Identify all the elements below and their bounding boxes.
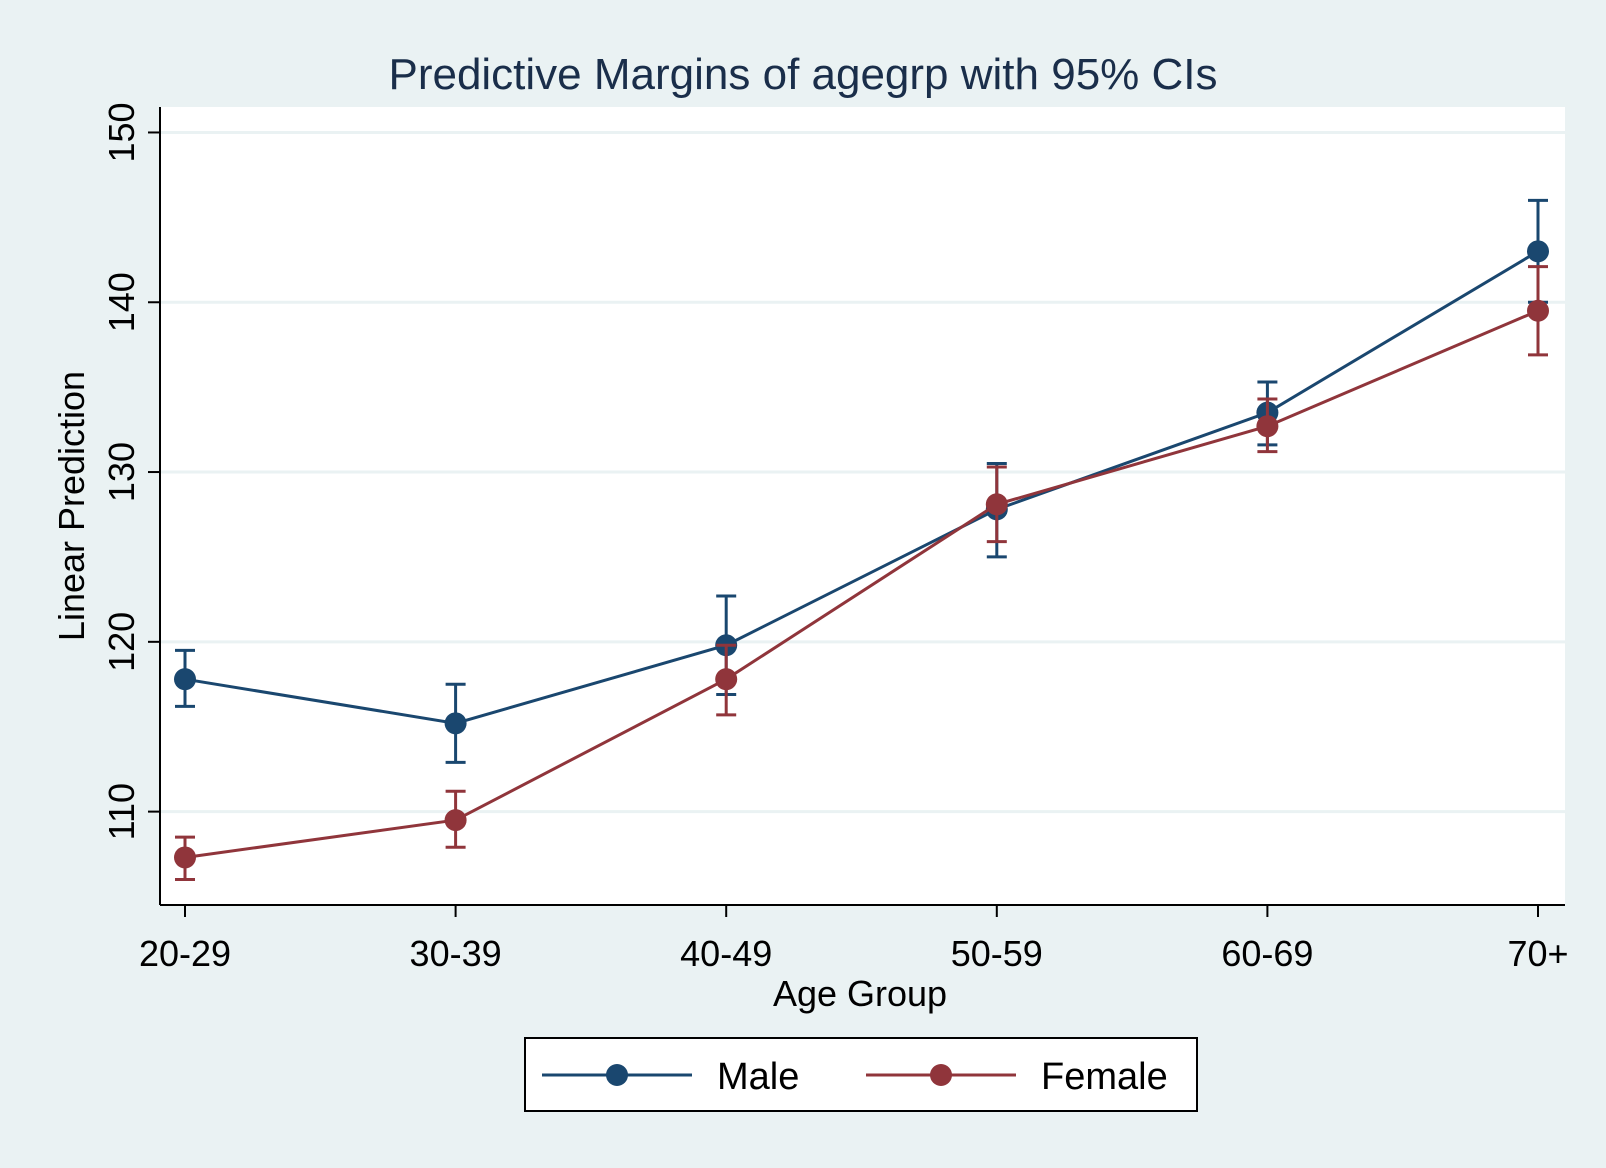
x-axis-label: Age Group [773, 973, 947, 1014]
y-tick-label-120: 120 [101, 612, 142, 672]
x-tick-label-40-49: 40-49 [680, 933, 772, 974]
legend: Male Female [524, 1037, 1198, 1112]
female-point-70+ [1527, 299, 1549, 322]
male-point-70+ [1527, 240, 1549, 263]
legend-male-marker [606, 1064, 628, 1086]
grid-lines [160, 130, 1565, 814]
x-tick-label-50-59: 50-59 [951, 933, 1043, 974]
legend-female-label: Female [1041, 1056, 1168, 1098]
x-tick-label-70+: 70+ [1507, 933, 1568, 974]
y-axis-label: Linear Prediction [51, 371, 92, 641]
y-tick-label-130: 130 [101, 442, 142, 502]
female-point-40-49 [715, 668, 738, 691]
female-point-20-29 [174, 846, 196, 869]
plot-area [160, 107, 1565, 905]
series-female [174, 265, 1549, 882]
series-group [174, 198, 1549, 882]
male-point-30-39 [444, 712, 467, 735]
legend-male-label: Male [717, 1056, 799, 1098]
chart-title: Predictive Margins of agegrp with 95% CI… [388, 50, 1217, 99]
y-tick-label-110: 110 [101, 783, 142, 840]
male-point-20-29 [174, 668, 196, 691]
legend-female-marker [930, 1064, 952, 1086]
y-tick-label-150: 150 [101, 102, 142, 162]
x-tick-label-20-29: 20-29 [139, 933, 231, 974]
x-tick-label-60-69: 60-69 [1221, 933, 1313, 974]
x-tick-label-30-39: 30-39 [410, 933, 502, 974]
male-line [184, 250, 1539, 725]
y-tick-label-140: 140 [101, 272, 142, 332]
axes: 110 120 130 140 150 20-29 30-39 40-49 50-59 60-69… [101, 102, 1569, 974]
female-point-50-59 [985, 493, 1008, 516]
female-line [184, 309, 1539, 859]
female-point-60-69 [1256, 415, 1279, 438]
female-point-30-39 [444, 809, 467, 832]
